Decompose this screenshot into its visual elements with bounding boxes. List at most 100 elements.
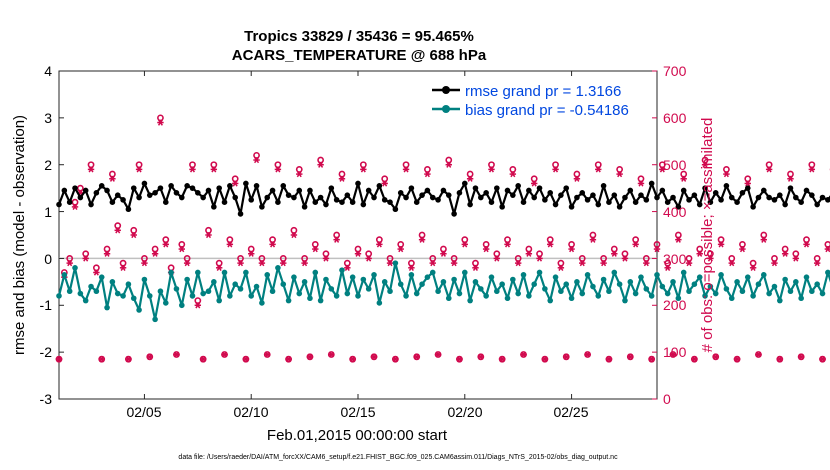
obs-assimilated-point xyxy=(675,236,682,243)
rmse-point xyxy=(478,194,484,201)
obs-assimilated-point xyxy=(376,241,383,248)
obs-assimilated-point xyxy=(210,166,218,173)
obs-assimilated-point xyxy=(493,255,501,262)
obs-assimilated-point xyxy=(792,255,800,262)
rmse-point xyxy=(654,194,660,201)
obs-possible-point xyxy=(621,250,629,258)
bias-point xyxy=(568,295,575,302)
obs-assimilated-point xyxy=(557,264,565,271)
x-tick-label: 02/20 xyxy=(447,404,482,420)
bias-point xyxy=(136,307,142,313)
rmse-point xyxy=(696,201,703,208)
rmse-point xyxy=(766,194,772,201)
rmse-point xyxy=(205,187,212,194)
obs-assimilated-point xyxy=(173,351,180,358)
rmse-point xyxy=(718,197,724,203)
obs-possible-point xyxy=(157,114,164,122)
bias-point xyxy=(146,293,153,299)
bias-point xyxy=(157,288,164,295)
obs-assimilated-point xyxy=(680,175,687,182)
legend-rmse-label: rmse grand pr = 1.3166 xyxy=(465,83,621,100)
rmse-point xyxy=(408,185,415,191)
bias-point xyxy=(558,288,564,295)
bias-point xyxy=(269,288,276,295)
obs-possible-point xyxy=(696,245,704,253)
rmse-point xyxy=(798,199,804,205)
obs-possible-point xyxy=(338,170,346,178)
rmse-point xyxy=(387,199,393,205)
bias-point xyxy=(227,293,233,299)
rmse-point xyxy=(98,183,105,189)
rmse-point xyxy=(627,187,634,194)
bias-point xyxy=(819,290,826,297)
obs-possible-point xyxy=(781,245,789,253)
rmse-point xyxy=(66,199,73,205)
obs-assimilated-point xyxy=(573,175,581,182)
obs-assimilated-point xyxy=(429,259,436,267)
rmse-point xyxy=(259,204,265,210)
obs-possible-point xyxy=(130,226,138,234)
bias-point xyxy=(760,272,767,278)
x-axis-ticks: 02/05 02/10 02/15 02/20 02/25 xyxy=(126,404,588,420)
obs-possible-point xyxy=(803,236,810,244)
rmse-point xyxy=(819,194,826,201)
bias-point xyxy=(253,283,260,290)
obs-assimilated-point xyxy=(568,245,575,253)
obs-assimilated-point xyxy=(125,356,132,363)
rmse-point xyxy=(413,199,420,205)
bias-point xyxy=(397,281,404,288)
rmse-point xyxy=(435,197,441,203)
obs-assimilated-point xyxy=(611,250,618,257)
bias-point xyxy=(360,276,367,283)
bias-point xyxy=(723,286,730,292)
obs-assimilated-point xyxy=(434,351,442,358)
bias-point xyxy=(702,293,708,299)
rmse-point xyxy=(221,199,228,205)
obs-assimilated-point xyxy=(183,259,191,267)
bias-point xyxy=(275,265,281,271)
rmse-point xyxy=(146,192,153,198)
obs-possible-point xyxy=(509,165,517,173)
rmse-point xyxy=(424,187,431,194)
obs-assimilated-point xyxy=(803,241,810,248)
obs-possible-series xyxy=(55,114,830,363)
x-tick-label: 02/15 xyxy=(340,404,375,420)
obs-assimilated-point xyxy=(317,161,324,168)
rmse-point xyxy=(648,180,655,187)
rmse-point xyxy=(488,199,495,205)
obs-assimilated-point xyxy=(424,170,431,178)
rmse-point xyxy=(392,206,399,213)
obs-assimilated-point xyxy=(264,351,271,358)
obs-possible-point xyxy=(536,250,543,258)
bias-point xyxy=(686,288,692,295)
bias-point xyxy=(152,316,158,323)
bias-point xyxy=(339,267,345,273)
left-axis-ticks: -3 -2 -1 0 1 2 3 4 xyxy=(40,63,53,407)
bias-point xyxy=(536,269,543,276)
rmse-point xyxy=(317,194,324,201)
rmse-point xyxy=(547,190,554,196)
rmse-point xyxy=(232,194,238,201)
obs-possible-point xyxy=(488,161,495,169)
obs-assimilated-point xyxy=(66,259,73,267)
obs-possible-point xyxy=(472,259,479,267)
obs-possible-point xyxy=(664,259,672,267)
bias-point xyxy=(72,265,78,271)
bias-point xyxy=(787,288,794,295)
rmse-point xyxy=(723,183,730,189)
obs-possible-point xyxy=(685,255,693,262)
obs-assimilated-point xyxy=(402,166,410,173)
obs-possible-point xyxy=(108,170,116,178)
obs-possible-point xyxy=(253,151,260,159)
obs-assimilated-point xyxy=(632,241,639,248)
left-tick-label: 2 xyxy=(44,157,52,173)
bias-point xyxy=(429,269,436,276)
obs-possible-point xyxy=(290,226,298,234)
bias-point xyxy=(515,290,521,297)
rmse-point xyxy=(312,199,319,205)
rmse-point xyxy=(563,185,570,191)
bias-point xyxy=(333,293,340,299)
obs-assimilated-point xyxy=(579,259,586,267)
obs-assimilated-point xyxy=(781,250,789,257)
